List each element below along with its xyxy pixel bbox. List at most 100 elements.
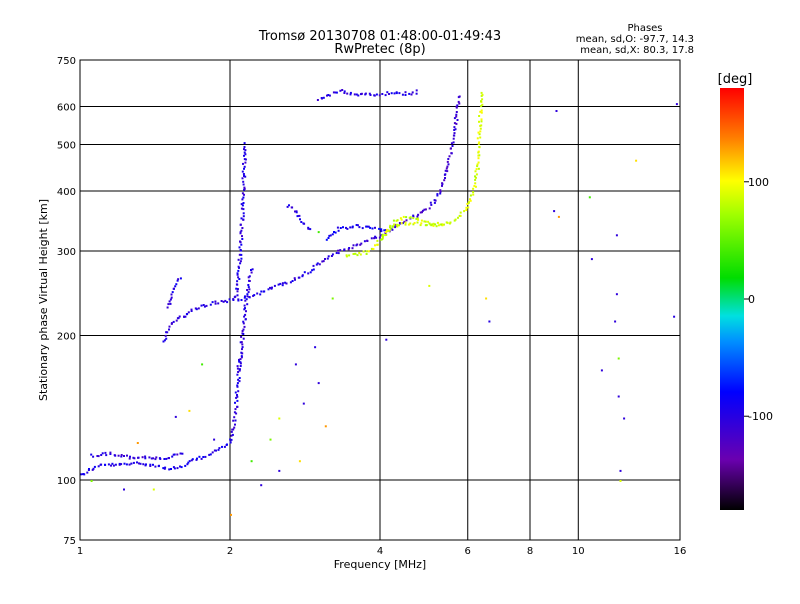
echo-point bbox=[402, 215, 405, 218]
echo-point bbox=[441, 224, 444, 227]
echo-point bbox=[136, 442, 139, 444]
echo-point bbox=[373, 94, 376, 97]
echo-point bbox=[273, 284, 276, 287]
echo-point bbox=[475, 176, 477, 179]
echo-point bbox=[315, 263, 318, 266]
echo-point bbox=[236, 290, 239, 293]
echo-point bbox=[328, 94, 331, 97]
echo-point bbox=[478, 120, 480, 123]
echo-point bbox=[281, 284, 284, 287]
echo-point bbox=[385, 233, 388, 236]
echo-point bbox=[228, 298, 231, 301]
echo-point bbox=[356, 224, 359, 227]
echo-point bbox=[480, 100, 482, 103]
y-tick-label: 600 bbox=[57, 103, 76, 114]
echo-point bbox=[452, 141, 455, 144]
echo-point bbox=[364, 92, 367, 95]
echo-point bbox=[409, 222, 412, 225]
echo-point bbox=[88, 468, 90, 470]
echo-point bbox=[215, 449, 217, 452]
echo-point bbox=[239, 260, 242, 263]
echo-point bbox=[238, 358, 240, 361]
echo-point bbox=[475, 168, 478, 171]
echo-point bbox=[316, 262, 319, 265]
echo-point bbox=[456, 119, 459, 121]
echo-point bbox=[349, 93, 352, 96]
echo-point bbox=[445, 167, 448, 170]
echo-point bbox=[359, 253, 362, 256]
echo-point bbox=[458, 102, 461, 105]
echo-point bbox=[284, 281, 287, 284]
echo-point bbox=[335, 91, 338, 94]
echo-point bbox=[327, 237, 330, 239]
echo-point bbox=[226, 443, 228, 446]
y-axis-ticks: 75 100 200 300 400 500 600 750 bbox=[57, 56, 76, 547]
echo-point bbox=[358, 226, 361, 229]
echo-point bbox=[247, 276, 250, 279]
echo-point bbox=[416, 221, 419, 224]
echo-point bbox=[453, 122, 456, 125]
echo-point bbox=[675, 103, 678, 106]
echo-point bbox=[230, 438, 233, 441]
echo-point bbox=[303, 222, 306, 225]
echo-point bbox=[325, 238, 328, 241]
echo-point bbox=[326, 94, 328, 97]
y-tick-label: 75 bbox=[63, 536, 76, 547]
echo-point bbox=[427, 220, 430, 223]
echo-point bbox=[166, 306, 169, 309]
echo-point bbox=[236, 394, 238, 396]
echo-point bbox=[392, 219, 395, 222]
echo-point bbox=[233, 416, 236, 419]
echo-point bbox=[141, 456, 144, 459]
echo-point bbox=[242, 180, 245, 183]
echo-point bbox=[244, 175, 247, 178]
echo-point bbox=[173, 453, 176, 456]
echo-point bbox=[408, 92, 411, 95]
echo-point bbox=[285, 282, 288, 285]
chart-subtitle: RwPretec (8p) bbox=[334, 42, 425, 57]
echo-point bbox=[256, 292, 259, 295]
echo-point bbox=[476, 165, 479, 168]
echo-point bbox=[270, 287, 273, 290]
echo-point bbox=[240, 351, 243, 354]
echo-point bbox=[480, 111, 483, 114]
echo-point bbox=[431, 223, 434, 226]
gridlines bbox=[80, 60, 680, 540]
echo-point bbox=[150, 457, 153, 460]
echo-point bbox=[320, 97, 323, 99]
echo-point bbox=[477, 150, 480, 153]
echo-point bbox=[388, 229, 391, 232]
echo-point bbox=[370, 247, 373, 250]
echo-point bbox=[247, 284, 250, 286]
echo-point bbox=[405, 219, 408, 222]
echo-point bbox=[200, 304, 203, 307]
echo-point bbox=[208, 453, 211, 456]
echo-point bbox=[481, 93, 484, 96]
echo-point bbox=[432, 222, 435, 225]
x-tick-label: 1 bbox=[77, 546, 83, 557]
echo-point bbox=[241, 343, 244, 346]
echo-point bbox=[399, 222, 402, 225]
echo-point bbox=[423, 208, 426, 211]
echo-point bbox=[353, 93, 356, 96]
echo-point bbox=[246, 295, 249, 298]
echo-point bbox=[455, 113, 458, 116]
echo-point bbox=[309, 271, 312, 274]
echo-point bbox=[456, 104, 459, 107]
echo-point bbox=[152, 457, 155, 460]
echo-point bbox=[183, 315, 186, 318]
echo-point bbox=[239, 262, 242, 265]
echo-point bbox=[345, 255, 348, 258]
echo-point bbox=[243, 308, 246, 311]
echo-point bbox=[307, 227, 310, 230]
echo-point bbox=[415, 217, 418, 220]
echo-point bbox=[446, 221, 449, 224]
echo-point bbox=[314, 346, 317, 349]
echo-point bbox=[240, 217, 243, 220]
echo-point bbox=[240, 341, 243, 344]
echo-point bbox=[237, 258, 240, 261]
echo-point bbox=[475, 173, 478, 176]
echo-point bbox=[360, 242, 363, 245]
echo-point bbox=[362, 250, 365, 253]
echo-point bbox=[309, 228, 312, 231]
